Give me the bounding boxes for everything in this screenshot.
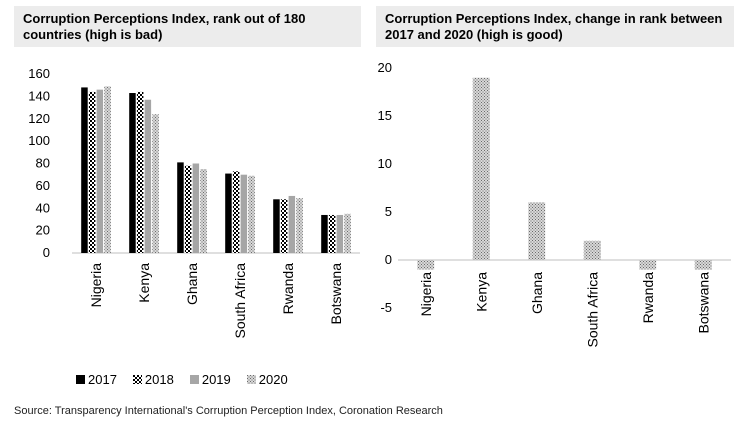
x-category-label: South Africa bbox=[584, 272, 600, 348]
y-tick-label: 140 bbox=[28, 88, 50, 103]
bar-2017-kenya bbox=[129, 93, 136, 253]
right-chart-title-line-2: 2017 and 2020 (high is good) bbox=[385, 27, 563, 42]
x-category-label: South Africa bbox=[232, 263, 248, 339]
y-tick-label: -5 bbox=[380, 300, 392, 315]
y-tick-label: 15 bbox=[378, 108, 392, 123]
bar-2017-south-africa bbox=[225, 173, 232, 253]
left-chart-title-line-1: Corruption Perceptions Index, rank out o… bbox=[23, 11, 306, 26]
x-category-label: Ghana bbox=[184, 263, 200, 305]
y-tick-label: 100 bbox=[28, 133, 50, 148]
x-category-label: Rwanda bbox=[640, 272, 656, 324]
y-tick-label: 0 bbox=[385, 252, 392, 267]
bar-2017-botswana bbox=[321, 214, 328, 253]
left-chart-panel: Corruption Perceptions Index, rank out o… bbox=[14, 0, 361, 395]
legend-swatch-2018 bbox=[132, 375, 142, 384]
x-category-label: Kenya bbox=[136, 263, 152, 303]
left-chart-plot: 0 20 40 60 80 100 120 140 160 Nigeria Kenya Ghana So… bbox=[28, 66, 360, 339]
source-note: Source: Transparency International's Cor… bbox=[14, 405, 443, 417]
y-tick-label: 120 bbox=[28, 111, 50, 126]
bar-2018-nigeria bbox=[88, 91, 96, 254]
bar-change-south-africa bbox=[583, 240, 601, 260]
y-tick-label: 0 bbox=[43, 245, 50, 260]
y-tick-label: 80 bbox=[36, 156, 50, 171]
bar-2020-kenya bbox=[152, 114, 159, 254]
bar-change-rwanda bbox=[639, 260, 657, 270]
bar-2020-rwanda bbox=[296, 198, 303, 253]
y-tick-label: 10 bbox=[378, 156, 392, 171]
bar-2019-south-africa bbox=[240, 174, 248, 253]
bar-2018-rwanda bbox=[280, 199, 288, 253]
x-category-label: Nigeria bbox=[88, 263, 104, 308]
bar-2018-kenya bbox=[136, 91, 144, 254]
bar-2019-kenya bbox=[144, 99, 152, 253]
bar-2020-nigeria bbox=[104, 86, 111, 254]
legend-label-2020: 2020 bbox=[258, 372, 288, 387]
y-tick-label: 20 bbox=[378, 60, 392, 75]
bar-2019-ghana bbox=[192, 163, 200, 253]
legend: 2017 2018 2019 2020 bbox=[76, 372, 288, 387]
right-chart-title: Corruption Perceptions Index, change in … bbox=[376, 6, 734, 47]
legend-swatch-2019 bbox=[189, 375, 199, 384]
right-chart-title-line-1: Corruption Perceptions Index, change in … bbox=[385, 11, 723, 26]
bar-2020-ghana bbox=[200, 169, 207, 253]
bar-2019-rwanda bbox=[288, 195, 296, 253]
y-tick-label: 40 bbox=[36, 200, 50, 215]
bar-2019-botswana bbox=[336, 214, 344, 253]
x-category-label: Botswana bbox=[695, 272, 711, 334]
legend-swatch-2020 bbox=[246, 375, 256, 384]
bar-2018-ghana bbox=[184, 165, 192, 253]
right-chart-panel: Corruption Perceptions Index, change in … bbox=[376, 0, 734, 395]
x-category-label: Rwanda bbox=[280, 263, 296, 315]
left-chart-title-line-2: countries (high is bad) bbox=[23, 27, 163, 42]
x-category-label: Nigeria bbox=[418, 272, 434, 317]
bar-2019-nigeria bbox=[96, 89, 104, 253]
x-category-label: Ghana bbox=[529, 272, 545, 314]
bar-change-botswana bbox=[694, 260, 712, 270]
left-chart-title: Corruption Perceptions Index, rank out o… bbox=[14, 6, 361, 47]
bar-change-nigeria bbox=[417, 260, 435, 270]
legend-label-2019: 2019 bbox=[201, 372, 231, 387]
y-tick-label: 20 bbox=[36, 223, 50, 238]
legend-item-2018: 2018 bbox=[132, 372, 174, 387]
bar-2017-rwanda bbox=[273, 199, 280, 253]
legend-item-2020: 2020 bbox=[246, 372, 288, 387]
legend-item-2019: 2019 bbox=[189, 372, 231, 387]
bar-2018-botswana bbox=[328, 214, 336, 253]
bar-2018-south-africa bbox=[232, 171, 240, 253]
bar-2017-nigeria bbox=[81, 87, 88, 253]
y-tick-label: 5 bbox=[385, 204, 392, 219]
x-category-label: Kenya bbox=[473, 272, 489, 312]
legend-label-2017: 2017 bbox=[88, 372, 117, 387]
legend-label-2018: 2018 bbox=[144, 372, 174, 387]
y-tick-label: 160 bbox=[28, 66, 50, 81]
bar-2020-botswana bbox=[344, 213, 351, 253]
bar-change-kenya bbox=[472, 77, 490, 260]
x-category-label: Botswana bbox=[328, 263, 344, 325]
y-tick-label: 60 bbox=[36, 178, 50, 193]
legend-item-2017: 2017 bbox=[76, 372, 117, 387]
bar-2017-ghana bbox=[177, 162, 184, 253]
bar-change-ghana bbox=[528, 202, 546, 260]
legend-swatch-2017 bbox=[76, 375, 85, 384]
right-chart-plot: -5 0 5 10 15 20 Nigeria Kenya Ghana South Africa R… bbox=[378, 60, 731, 348]
bar-2020-south-africa bbox=[248, 175, 255, 253]
